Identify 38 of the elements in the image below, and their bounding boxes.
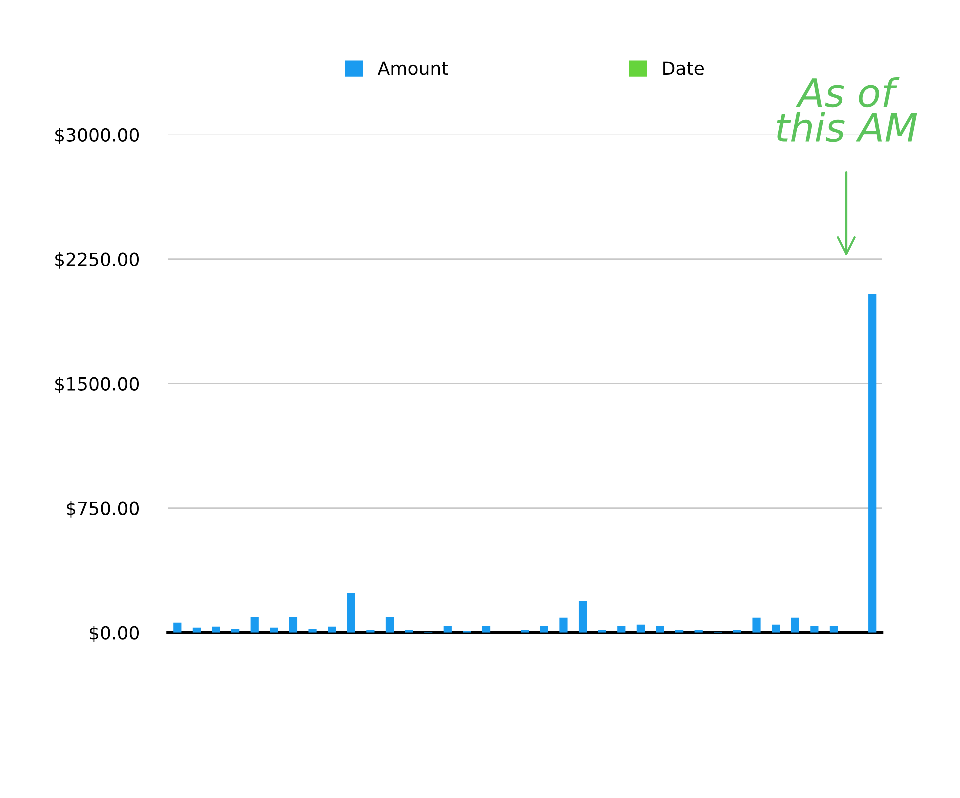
bar (308, 629, 317, 633)
legend-label: Amount (378, 62, 448, 76)
y-tick-label: $2250.00 (56, 252, 140, 269)
bar (250, 618, 259, 633)
y-tick-label: $1500.00 (56, 376, 140, 394)
bar (232, 629, 240, 633)
bar (868, 294, 877, 633)
bar (212, 626, 220, 633)
bar (482, 626, 491, 633)
bar (560, 618, 568, 633)
bar (810, 626, 819, 633)
bar (540, 626, 548, 633)
bar (521, 630, 530, 633)
bar (347, 592, 356, 633)
bar (174, 622, 182, 633)
bar (636, 624, 645, 633)
bar (618, 626, 626, 633)
bar (444, 626, 452, 633)
bar (830, 626, 838, 633)
y-tick-label: $3000.00 (56, 128, 140, 144)
legend-label: Date (664, 62, 704, 76)
annotation: As of this AM (777, 77, 918, 142)
bar (598, 630, 606, 633)
bar (791, 618, 800, 633)
y-tick-label: $0.00 (90, 626, 140, 642)
bar (405, 630, 414, 633)
bar (366, 630, 375, 633)
bar (733, 630, 742, 633)
bar (694, 630, 703, 633)
bar (772, 624, 780, 633)
bar (656, 626, 664, 633)
bar (675, 630, 684, 633)
bar (328, 626, 336, 633)
bar (752, 618, 761, 633)
bar (578, 601, 588, 633)
y-tick-label: $750.00 (67, 501, 140, 518)
bar (386, 618, 394, 633)
bar (289, 618, 298, 633)
